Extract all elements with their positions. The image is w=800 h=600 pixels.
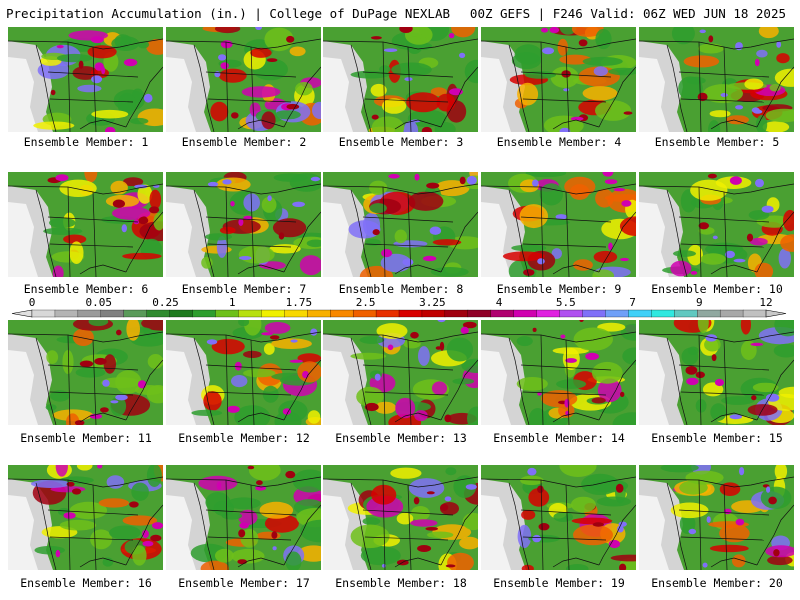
colorbar-segment <box>421 309 446 318</box>
ensemble-member-map <box>323 320 478 425</box>
ensemble-member-map <box>323 172 478 277</box>
ensemble-member-label: Ensemble Member: 10 <box>651 282 783 296</box>
colorbar-tick-label: 1 <box>228 296 236 309</box>
ensemble-member-label: Ensemble Member: 4 <box>496 135 622 149</box>
ensemble-member-map <box>8 465 163 570</box>
colorbar-segment <box>536 309 561 318</box>
ensemble-member-map <box>639 465 794 570</box>
colorbar-tick-label: 0 <box>28 296 36 309</box>
colorbar-segment <box>238 309 262 318</box>
ensemble-member-label: Ensemble Member: 17 <box>178 576 310 590</box>
valid-time: 00Z GEFS | F246 Valid: 06Z WED JUN 18 20… <box>469 6 786 21</box>
ensemble-member-map <box>323 27 478 132</box>
colorbar-segment <box>375 309 400 318</box>
colorbar-segment <box>513 309 538 318</box>
ensemble-member-map <box>481 320 636 425</box>
ensemble-member-label: Ensemble Member: 14 <box>493 431 625 445</box>
colorbar-segment <box>215 309 239 318</box>
ensemble-member-label: Ensemble Member: 2 <box>181 135 307 149</box>
colorbar-segment <box>169 309 194 318</box>
map-title: Precipitation Accumulation (in.) | Colle… <box>6 6 451 21</box>
colorbar-segment <box>398 309 423 318</box>
ensemble-member-label: Ensemble Member: 20 <box>651 576 783 590</box>
ensemble-member-map <box>166 320 321 425</box>
ensemble-member-label: Ensemble Member: 5 <box>654 135 780 149</box>
colorbar-tick-label: 9 <box>695 296 703 309</box>
ensemble-member-label: Ensemble Member: 1 <box>23 135 149 149</box>
ensemble-member-map <box>323 465 478 570</box>
colorbar-segment <box>559 309 583 318</box>
colorbar-tick-label: 5.5 <box>555 296 576 309</box>
colorbar-max-arrow <box>765 309 787 318</box>
colorbar-segment <box>330 309 354 318</box>
colorbar-segment <box>582 309 606 318</box>
colorbar-segment <box>719 309 744 318</box>
ensemble-member-map <box>8 172 163 277</box>
ensemble-member-map <box>8 27 163 132</box>
colorbar-tick-label: 2.5 <box>355 296 376 309</box>
colorbar-segment <box>123 309 148 318</box>
ensemble-member-label: Ensemble Member: 18 <box>335 576 467 590</box>
colorbar-tick-label: 1.75 <box>285 296 313 309</box>
colorbar-tick-label: 0.05 <box>85 296 112 309</box>
colorbar-segment <box>742 309 767 318</box>
colorbar-tick-label: 4 <box>495 296 503 309</box>
colorbar-segment <box>444 309 469 318</box>
ensemble-member-label: Ensemble Member: 8 <box>338 282 464 296</box>
colorbar-segment <box>192 309 216 318</box>
colorbar-segment <box>146 309 171 318</box>
colorbar-segment <box>674 309 698 318</box>
ensemble-member-label: Ensemble Member: 7 <box>181 282 307 296</box>
colorbar-tick-label: 7 <box>629 296 636 309</box>
colorbar-segment <box>307 309 331 318</box>
colorbar-segment <box>77 309 102 318</box>
ensemble-member-label: Ensemble Member: 16 <box>20 576 152 590</box>
colorbar-tick-label: 12 <box>759 296 773 309</box>
ensemble-member-map <box>481 465 636 570</box>
colorbar: 0 0.05 0.25 1 1.75 2.5 3.25 4 5.5 7 9 12 <box>0 296 800 320</box>
ensemble-member-map <box>166 465 321 570</box>
ensemble-member-map <box>639 172 794 277</box>
colorbar-segment <box>605 309 629 318</box>
ensemble-member-label: Ensemble Member: 9 <box>496 282 622 296</box>
colorbar-segment <box>628 309 652 318</box>
colorbar-segment <box>651 309 675 318</box>
ensemble-member-map <box>481 172 636 277</box>
ensemble-member-map <box>481 27 636 132</box>
colorbar-segment <box>100 309 125 318</box>
colorbar-segment <box>54 309 79 318</box>
ensemble-member-label: Ensemble Member: 12 <box>178 431 310 445</box>
ensemble-member-map <box>166 27 321 132</box>
colorbar-segment <box>31 309 56 318</box>
ensemble-member-map <box>639 27 794 132</box>
ensemble-member-label: Ensemble Member: 15 <box>651 431 783 445</box>
ensemble-member-map <box>639 320 794 425</box>
ensemble-member-label: Ensemble Member: 6 <box>23 282 149 296</box>
colorbar-segment <box>352 309 377 318</box>
colorbar-scale <box>11 309 787 318</box>
colorbar-tick-label: 0.25 <box>152 296 179 309</box>
ensemble-member-label: Ensemble Member: 11 <box>20 431 152 445</box>
colorbar-segment <box>284 309 308 318</box>
ensemble-member-label: Ensemble Member: 19 <box>493 576 625 590</box>
ensemble-member-label: Ensemble Member: 13 <box>335 431 467 445</box>
colorbar-min-arrow <box>11 309 33 318</box>
ensemble-member-map <box>8 320 163 425</box>
colorbar-segment <box>467 309 492 318</box>
ensemble-member-label: Ensemble Member: 3 <box>338 135 464 149</box>
colorbar-segment <box>261 309 285 318</box>
colorbar-segment <box>490 309 515 318</box>
ensemble-member-map <box>166 172 321 277</box>
colorbar-segment <box>697 309 721 318</box>
colorbar-tick-label: 3.25 <box>419 296 446 309</box>
